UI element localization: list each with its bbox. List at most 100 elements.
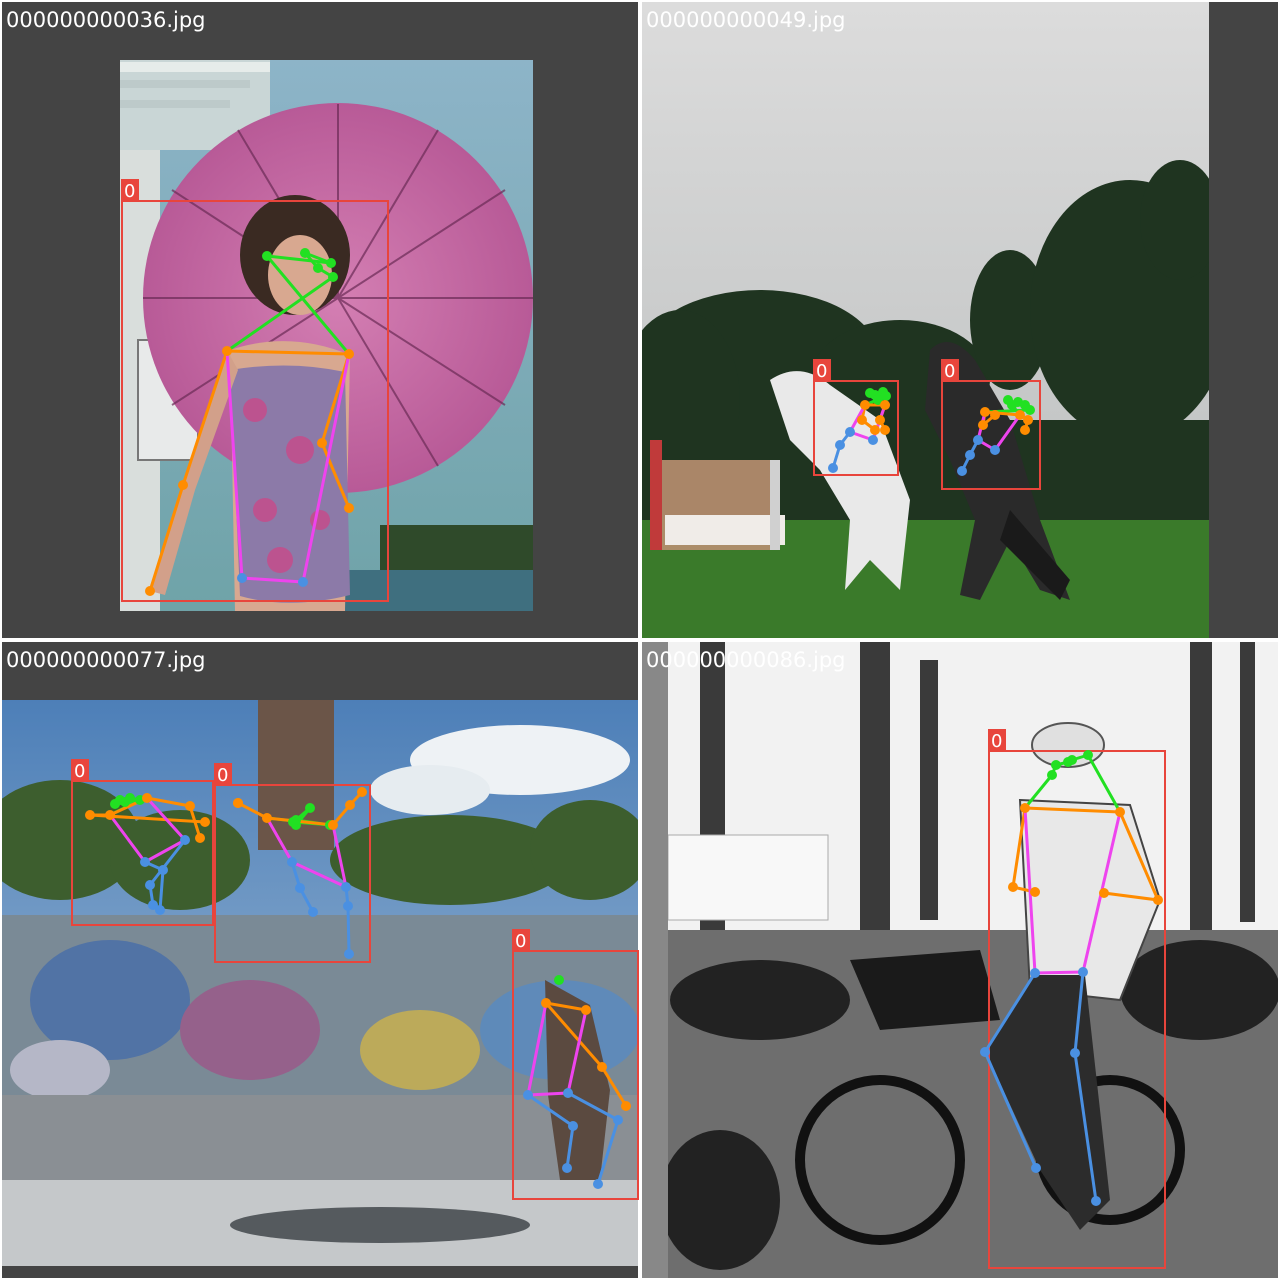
keypoint-rear	[288, 817, 298, 827]
skeleton-limb	[148, 838, 187, 887]
keypoint-rear	[865, 388, 875, 398]
person-detection: 0	[512, 929, 639, 1200]
class-label: 0	[124, 181, 135, 202]
keypoint-reye	[326, 258, 336, 268]
keypoint-nose	[305, 803, 315, 813]
keypoint-lsh	[222, 346, 232, 356]
skeleton-limb	[225, 275, 335, 353]
keypoint-lwr	[145, 586, 155, 596]
keypoint-reye	[1067, 755, 1077, 765]
skeleton-limb	[1102, 891, 1160, 902]
skeleton-limb	[236, 801, 269, 820]
bounding-box	[71, 780, 214, 926]
skeleton-limb	[1011, 806, 1027, 889]
keypoint-lank	[308, 907, 318, 917]
tile-filename: 000000000077.jpg	[6, 648, 206, 672]
keypoint-lel	[85, 810, 95, 820]
bounding-box	[214, 784, 371, 963]
skeleton-limb	[148, 483, 185, 593]
person-detection: 0	[214, 763, 371, 963]
keypoint-lkn	[158, 865, 168, 875]
person-detection: 0	[813, 359, 899, 476]
keypoint-rkn	[145, 880, 155, 890]
skeleton-limb	[1033, 970, 1085, 975]
keypoint-lkn	[980, 1047, 990, 1057]
skeleton-limb	[600, 1065, 628, 1108]
skeleton-limb	[265, 816, 294, 864]
keypoint-lank	[562, 1163, 572, 1173]
keypoint-lhip	[287, 857, 297, 867]
person-detection: 0	[121, 179, 389, 602]
skeleton-limb	[565, 1124, 575, 1170]
keypoint-rsh	[344, 349, 354, 359]
keypoint-lel	[178, 480, 188, 490]
class-label-bg	[988, 729, 1006, 751]
keypoint-rwr	[1099, 888, 1109, 898]
keypoint-rhip	[298, 577, 308, 587]
class-label: 0	[217, 765, 228, 786]
keypoint-rear	[262, 251, 272, 261]
keypoint-lkn	[295, 883, 305, 893]
keypoint-rwr	[880, 425, 890, 435]
keypoint-lkn	[965, 450, 975, 460]
skeleton-limb	[544, 1001, 604, 1069]
class-label-bg	[71, 759, 89, 781]
photo-woman-umbrella	[120, 60, 533, 611]
class-label-bg	[121, 179, 139, 201]
keypoint-rsh	[581, 1005, 591, 1015]
skeleton-limb	[526, 1093, 575, 1128]
tile-1	[2, 2, 638, 638]
keypoint-lear	[328, 272, 338, 282]
bounding-box	[512, 950, 639, 1200]
keypoint-rkn	[343, 901, 353, 911]
photo-skatepark	[2, 700, 638, 1266]
keypoint-lwr	[200, 817, 210, 827]
keypoint-lank	[155, 905, 165, 915]
keypoint-rel	[185, 801, 195, 811]
keypoint-rhip	[990, 445, 1000, 455]
pose-skeleton	[233, 787, 367, 959]
pose-skeleton	[980, 750, 1163, 1206]
skeleton-limb	[983, 971, 1037, 1054]
keypoint-lsh	[860, 400, 870, 410]
skeleton-limb	[225, 349, 351, 356]
keypoint-rhip	[1078, 967, 1088, 977]
keypoint-rwr	[195, 833, 205, 843]
keypoint-rkn	[613, 1115, 623, 1125]
skeleton-limb	[1118, 810, 1160, 902]
keypoint-rel	[345, 800, 355, 810]
class-label: 0	[991, 731, 1002, 752]
pose-skeleton	[85, 793, 210, 915]
keypoint-reye	[873, 395, 883, 405]
keypoint-lwr	[1030, 887, 1040, 897]
class-label-bg	[813, 359, 831, 381]
person-detection: 0	[941, 359, 1041, 490]
skeleton-limb	[225, 349, 244, 580]
skeleton-limb	[993, 413, 1022, 452]
tile-filename: 000000000036.jpg	[6, 8, 206, 32]
keypoint-rhip	[180, 835, 190, 845]
skeleton-limb	[596, 1118, 620, 1186]
keypoint-rsh	[142, 793, 152, 803]
bounding-box	[813, 380, 899, 476]
person-detection: 0	[980, 729, 1166, 1269]
skeleton-limb	[346, 904, 351, 956]
skeleton-limb	[145, 796, 192, 808]
keypoint-lel	[597, 1062, 607, 1072]
skeleton-limb	[265, 254, 333, 265]
keypoint-lwr	[870, 425, 880, 435]
keypoint-rsh	[328, 820, 338, 830]
keypoint-rank	[148, 900, 158, 910]
keypoint-rel	[317, 438, 327, 448]
pose-skeleton	[523, 975, 631, 1189]
class-label-bg	[512, 929, 530, 951]
skeleton-limb	[1086, 753, 1122, 814]
person-detection: 0	[71, 759, 214, 926]
keypoint-leye	[1051, 760, 1061, 770]
tile-filename: 000000000086.jpg	[646, 648, 846, 672]
keypoint-lwr	[233, 798, 243, 808]
keypoint-rank	[1091, 1196, 1101, 1206]
skeleton-limb	[320, 441, 351, 510]
keypoint-lsh	[980, 407, 990, 417]
